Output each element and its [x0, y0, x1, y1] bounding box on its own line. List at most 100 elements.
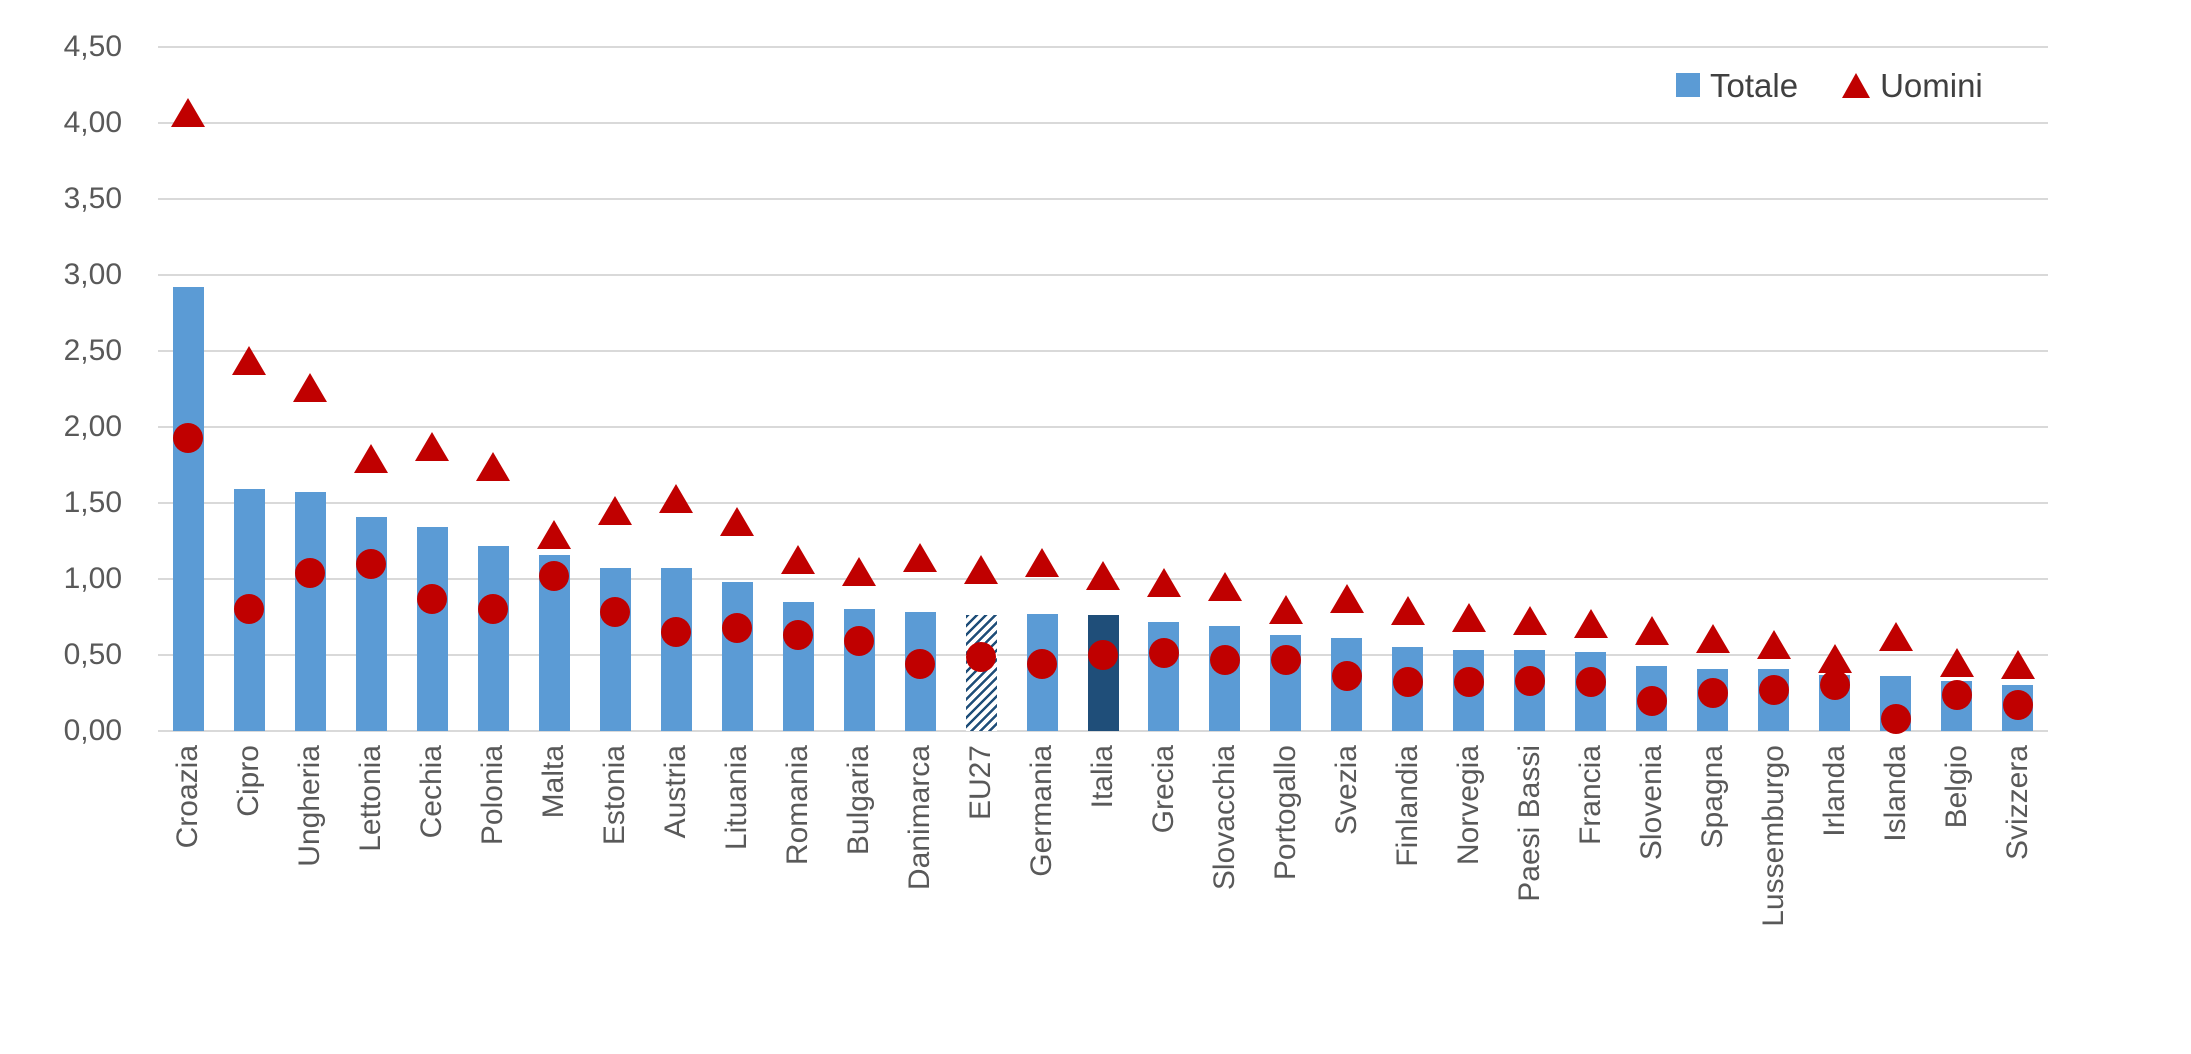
x-axis-category-label: Belgio — [1939, 745, 1973, 829]
x-axis-category-label: Portogallo — [1268, 745, 1302, 881]
marker-circle — [539, 560, 570, 591]
marker-circle — [1819, 670, 1850, 701]
x-axis-category-label: Svizzera — [2000, 745, 2034, 861]
x-axis-category: Romania — [776, 745, 820, 865]
y-axis-tick-label: 0,50 — [63, 638, 122, 671]
marker-uomini-triangle — [1329, 584, 1364, 614]
x-axis-category: Polonia — [471, 745, 515, 845]
legend-label: Uomini — [1880, 66, 1983, 104]
gridline — [158, 502, 2048, 504]
marker-uomini-triangle — [232, 345, 267, 375]
x-axis-category-label: Francia — [1573, 745, 1607, 846]
x-axis-category-label: Germania — [1025, 745, 1059, 877]
gridline — [158, 274, 2048, 276]
marker-uomini-triangle — [476, 452, 511, 482]
y-axis-tick-label: 4,50 — [63, 30, 122, 63]
bar-totale-highlighted — [1087, 615, 1119, 731]
x-axis-category-label: Slovenia — [1634, 745, 1668, 861]
marker-circle — [234, 594, 265, 625]
x-axis-category: Lussemburgo — [1752, 745, 1796, 927]
y-axis-tick-label: 0,00 — [63, 714, 122, 747]
x-axis-category: Irlanda — [1813, 745, 1857, 837]
x-axis-category: Croazia — [166, 745, 210, 848]
marker-circle — [356, 548, 387, 579]
x-axis-category-label: Cechia — [415, 745, 449, 839]
x-axis-category: Danimarca — [898, 745, 942, 890]
marker-circle — [1880, 703, 1911, 734]
marker-uomini-triangle — [537, 520, 572, 550]
gridline — [158, 198, 2048, 200]
bar-totale — [172, 287, 204, 731]
x-axis-category-label: Ungheria — [293, 745, 327, 867]
marker-circle — [417, 583, 448, 614]
y-axis-tick-label: 1,00 — [63, 562, 122, 595]
y-axis-tick-label: 1,50 — [63, 486, 122, 519]
marker-uomini-triangle — [1146, 567, 1181, 597]
marker-circle — [295, 557, 326, 588]
marker-uomini-triangle — [1878, 622, 1913, 652]
x-axis-category-label: Malta — [537, 745, 571, 819]
x-axis-category-label: Slovacchia — [1207, 745, 1241, 891]
x-axis-category-label: Lituania — [720, 745, 754, 851]
marker-circle — [600, 597, 631, 628]
marker-uomini-triangle — [842, 556, 877, 586]
marker-circle — [1941, 679, 1972, 710]
bar-totale — [599, 568, 631, 731]
gridline — [158, 46, 2048, 48]
marker-circle — [1331, 661, 1362, 692]
x-axis-category: Svezia — [1325, 745, 1369, 835]
marker-uomini-triangle — [1695, 623, 1730, 653]
marker-circle — [844, 626, 875, 657]
legend-totale-square-icon — [1676, 73, 1700, 97]
marker-uomini-triangle — [1939, 648, 1974, 678]
marker-uomini-triangle — [1268, 594, 1303, 624]
x-axis-category-label: Lettonia — [354, 745, 388, 852]
x-axis-category-label: Norvegia — [1451, 745, 1485, 866]
x-axis-category: Svizzera — [1996, 745, 2040, 860]
x-axis-category: Cipro — [227, 745, 271, 817]
marker-uomini-triangle — [354, 444, 389, 474]
marker-uomini-triangle — [1451, 602, 1486, 632]
x-axis-category: Italia — [1081, 745, 1125, 808]
x-axis-category-label: Svezia — [1329, 745, 1363, 836]
marker-uomini-triangle — [1390, 596, 1425, 626]
x-axis-category: Slovenia — [1630, 745, 1674, 860]
x-axis-category-label: Danimarca — [903, 745, 937, 891]
marker-circle — [1270, 644, 1301, 675]
x-axis-category: Cechia — [410, 745, 454, 838]
x-axis-category: Belgio — [1935, 745, 1979, 828]
marker-uomini-triangle — [293, 372, 328, 402]
x-axis-category: Francia — [1569, 745, 1613, 845]
marker-circle — [1575, 667, 1606, 698]
marker-uomini-triangle — [964, 555, 999, 585]
y-axis-tick-label: 4,00 — [63, 106, 122, 139]
marker-uomini-triangle — [1207, 572, 1242, 602]
bar-totale — [660, 568, 692, 731]
x-axis-category-label: Polonia — [476, 745, 510, 846]
marker-circle — [1453, 667, 1484, 698]
x-axis-category: Grecia — [1142, 745, 1186, 833]
x-axis-category: Paesi Bassi — [1508, 745, 1552, 902]
x-axis-category: Norvegia — [1447, 745, 1491, 865]
marker-uomini-triangle — [415, 432, 450, 462]
x-axis-category-label: Lussemburgo — [1756, 745, 1790, 927]
gridline — [158, 122, 2048, 124]
marker-uomini-triangle — [1086, 561, 1120, 591]
legend-item-uomini: Uomini — [1842, 69, 1983, 102]
marker-circle — [1148, 638, 1179, 669]
x-axis-category: Bulgaria — [837, 745, 881, 855]
legend-item-totale: Totale — [1676, 69, 1798, 102]
y-axis-tick-label: 2,50 — [63, 334, 122, 367]
marker-circle — [783, 620, 814, 651]
marker-circle — [1209, 644, 1240, 675]
x-axis-category: Germania — [1020, 745, 1064, 877]
marker-circle — [722, 612, 753, 643]
x-axis-category-label: Cipro — [232, 745, 266, 817]
marker-uomini-triangle — [659, 483, 694, 513]
marker-circle — [1392, 667, 1423, 698]
marker-uomini-triangle — [1512, 605, 1547, 635]
x-axis-category: Islanda — [1874, 745, 1918, 842]
legend-label: Totale — [1710, 66, 1799, 104]
marker-uomini-triangle — [903, 543, 938, 573]
